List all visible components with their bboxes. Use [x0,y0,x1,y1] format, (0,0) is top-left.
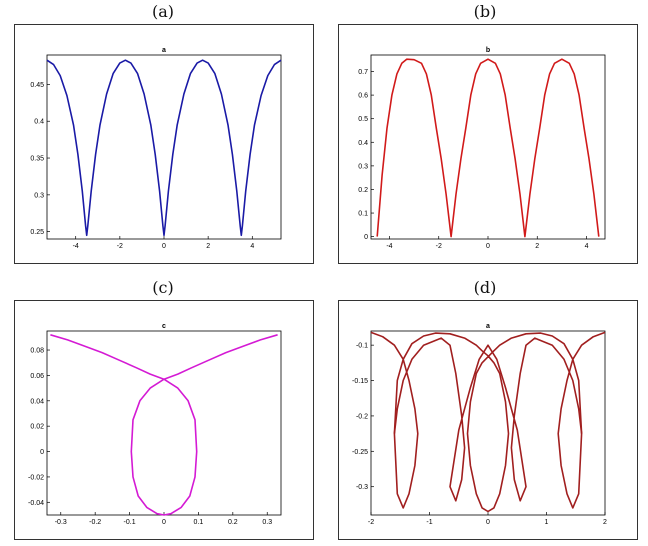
series-line-2 [393,337,583,502]
chart-d: a -2 -1 0 1 2 -0.3 -0.25 -0.2 -0.15 -0.1 [338,300,638,540]
x-tick-label: 0 [486,243,490,250]
y-tick-label: -0.1 [356,343,368,350]
x-tick-label: 4 [585,243,589,250]
x-tick-label: -0.2 [89,519,101,526]
series-line-1 [46,59,282,237]
y-tick-label: -0.04 [28,500,44,507]
x-tick-label: 0 [162,519,166,526]
panel-label-a: (a) [151,2,175,21]
x-tick-label: -0.1 [124,519,136,526]
y-tick-label: 0.4 [34,119,44,126]
x-tick-label: 0.3 [262,519,272,526]
y-tick-label: 0 [364,234,368,241]
y-tick-label: 0.25 [30,229,44,236]
chart-title: c [162,323,166,330]
x-tick-label: -1 [426,519,432,526]
chart-a: a -4 -2 0 2 4 0.25 0.3 0.35 0.4 0.45 [14,24,314,264]
x-tick-label: -2 [436,243,442,250]
y-tick-label: -0.02 [28,474,44,481]
x-tick-label: 4 [250,243,254,250]
x-tick-label: 2 [603,519,607,526]
x-tick-label: 0 [162,243,166,250]
y-tick-label: 0.2 [358,187,368,194]
chart-c-svg: c -0.3 -0.2 -0.1 0 0.1 0.2 0.3 -0.04 -0.02 0 0.02 0.… [28,323,282,526]
y-tick-label: 0.35 [30,156,44,163]
x-tick-label: -2 [117,243,123,250]
chart-title: a [162,47,166,54]
series-line-1 [376,58,600,238]
panel-label-b: (b) [473,2,497,21]
y-tick-label: 0.02 [30,424,44,431]
plot-area [370,330,606,516]
y-tick-label: 0.06 [30,373,44,380]
y-tick-label: -0.15 [352,378,368,385]
x-tick-label: 0.2 [228,519,238,526]
y-tick-label: 0.04 [30,398,44,405]
plot-area [46,330,282,516]
series-line-1 [50,334,278,516]
y-tick-label: 0.08 [30,348,44,355]
x-tick-label: 0.1 [194,519,204,526]
chart-title: a [486,323,490,330]
y-tick-label: 0.4 [358,140,368,147]
chart-a-svg: a -4 -2 0 2 4 0.25 0.3 0.35 0.4 0.45 [30,47,282,250]
y-tick-label: 0.7 [358,69,368,76]
x-tick-label: 1 [545,519,549,526]
x-tick-label: -2 [368,519,374,526]
x-tick-label: 2 [206,243,210,250]
y-tick-label: 0.3 [358,163,368,170]
chart-d-svg: a -2 -1 0 1 2 -0.3 -0.25 -0.2 -0.15 -0.1 [352,323,607,526]
x-tick-label: -0.3 [55,519,67,526]
plot-area [370,54,606,240]
y-tick-label: -0.3 [356,484,368,491]
y-tick-label: 0.3 [34,192,44,199]
chart-b: b -4 -2 0 2 4 0 0.1 0.2 0.3 0.4 0.5 0.6 0.7 [338,24,638,264]
x-tick-label: 0 [486,519,490,526]
chart-b-svg: b -4 -2 0 2 4 0 0.1 0.2 0.3 0.4 0.5 0.6 0.7 [358,47,606,250]
y-tick-label: 0.1 [358,211,368,218]
chart-c: c -0.3 -0.2 -0.1 0 0.1 0.2 0.3 -0.04 -0.02 0 0.02 0.… [14,300,314,540]
panel-label-c: (c) [152,278,174,297]
y-tick-label: -0.2 [356,413,368,420]
x-tick-label: -4 [73,243,79,250]
x-tick-label: 2 [535,243,539,250]
y-tick-label: -0.25 [352,449,368,456]
panel-label-d: (d) [473,278,497,297]
y-tick-label: 0.6 [358,93,368,100]
plot-area [46,54,282,240]
chart-title: b [486,47,490,54]
x-tick-label: -4 [386,243,392,250]
series-line-1 [370,331,606,513]
y-tick-label: 0.45 [30,82,44,89]
y-tick-label: 0 [40,449,44,456]
y-tick-label: 0.5 [358,116,368,123]
